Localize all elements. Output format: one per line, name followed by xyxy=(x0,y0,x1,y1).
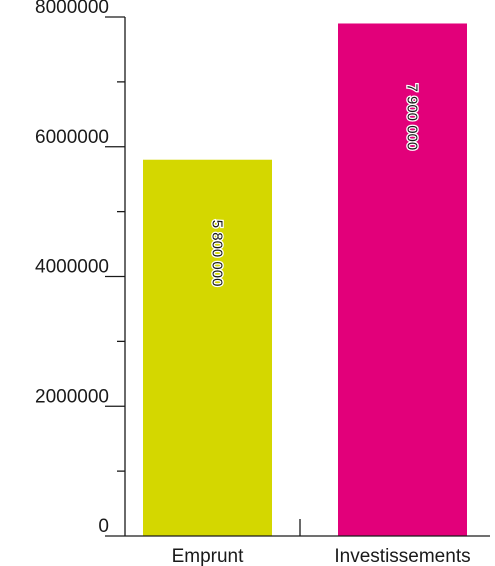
x-axis: Emprunt Investissements xyxy=(125,519,490,566)
bars: 5 800 000 7 900 000 xyxy=(143,23,467,537)
bar-emprunt xyxy=(143,159,272,536)
y-tick-label: 0 xyxy=(98,516,109,537)
x-category-label: Emprunt xyxy=(172,546,245,566)
y-tick-label: 2000000 xyxy=(35,386,109,407)
y-tick-label: 4000000 xyxy=(35,257,109,278)
bar-data-label: 5 800 000 xyxy=(209,220,226,287)
bar-data-label: 7 900 000 xyxy=(404,83,421,150)
y-tick-label: 8000000 xyxy=(35,0,109,18)
y-axis: 0 2000000 4000000 6000000 8000000 xyxy=(35,0,126,537)
bar-investissements xyxy=(338,23,467,537)
y-tick-label: 6000000 xyxy=(35,127,109,148)
x-category-label: Investissements xyxy=(334,546,470,566)
